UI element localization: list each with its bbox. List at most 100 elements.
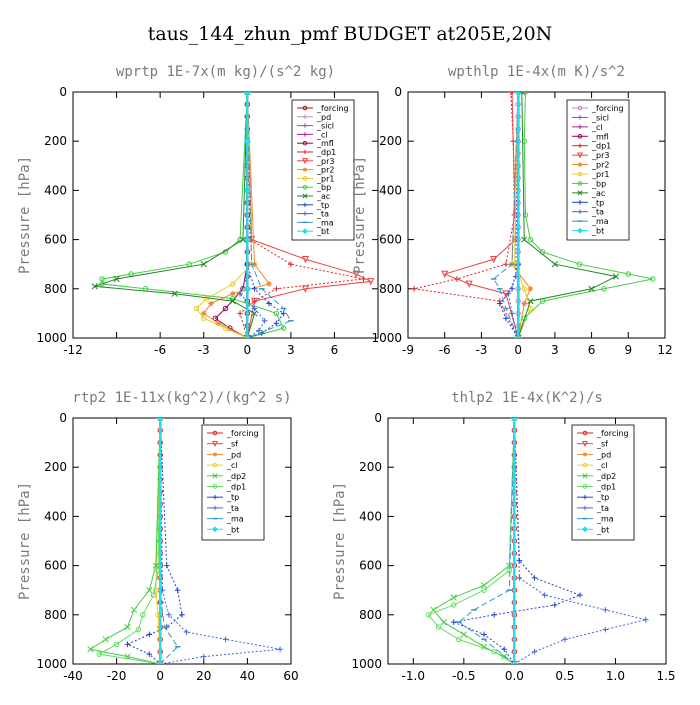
panel-title: rtp2 1E-11x(kg^2)/(kg^2 s)	[72, 390, 291, 406]
data-point	[460, 631, 467, 638]
data-point	[425, 612, 432, 618]
legend-label: _dp1	[596, 483, 616, 492]
panel-title: thlp2 1E-4x(K^2)/s	[451, 390, 603, 406]
data-point	[243, 137, 251, 145]
data-point	[510, 418, 518, 422]
data-point	[352, 270, 360, 278]
series-line	[203, 92, 270, 338]
y-tick-label: 1000	[36, 657, 67, 671]
legend-label: _forcing	[596, 429, 629, 438]
data-point	[179, 612, 185, 618]
legend-label: _tp	[316, 201, 329, 210]
legend-label: _cl	[596, 461, 608, 470]
data-point	[625, 271, 632, 277]
series-line	[457, 418, 515, 664]
legend-marker	[577, 181, 583, 186]
legend-label: _ac	[316, 192, 330, 201]
data-point	[266, 300, 272, 307]
y-tick-label: 400	[44, 509, 67, 523]
data-point	[91, 283, 98, 290]
legend-label: _pd	[316, 113, 331, 122]
data-point	[491, 612, 497, 618]
panel-title: wprtp 1E-7x(m kg)/(s^2 kg)	[116, 64, 335, 80]
y-tick-label: 800	[44, 282, 67, 296]
legend-label: _forcing	[316, 104, 349, 113]
y-tick-label: 0	[374, 411, 382, 425]
series-line	[493, 92, 519, 338]
series-line	[443, 92, 519, 338]
data-point	[527, 297, 534, 305]
data-point	[514, 334, 522, 338]
legend: _forcing _sf_pd _cl _dp2 _dp1_tp _ta _ma_bt	[571, 424, 635, 541]
data-point	[518, 92, 525, 96]
legend-label: _sicl	[591, 113, 609, 122]
x-tick-label: -6	[154, 343, 166, 357]
data-point	[244, 334, 251, 338]
legend-label: _bp	[591, 179, 606, 188]
data-point	[243, 92, 251, 96]
axes-frame	[72, 91, 379, 339]
data-point	[481, 631, 487, 638]
legend-marker	[577, 209, 583, 214]
data-point	[514, 92, 522, 96]
data-point	[450, 602, 457, 608]
legend: _forcing _sf_pd _cl _dp2 _dp1_tp _ta _ma_bt	[201, 424, 265, 541]
legend-marker	[211, 441, 219, 448]
x-tick-label: 1.5	[656, 669, 675, 683]
axes-frame	[72, 417, 292, 665]
legend-marker	[302, 228, 308, 235]
data-point	[503, 315, 509, 322]
data-point	[514, 334, 522, 338]
data-point	[522, 212, 529, 218]
x-tick-label: -12	[63, 343, 83, 357]
legend-marker	[302, 149, 308, 155]
series-line	[517, 92, 653, 338]
legend-marker	[577, 105, 583, 111]
series-line	[97, 418, 161, 664]
data-point	[522, 92, 529, 95]
legend-label: _forcing	[591, 104, 624, 113]
data-point	[465, 280, 473, 288]
series-line	[126, 418, 183, 664]
series-line	[499, 92, 519, 338]
data-point	[541, 592, 548, 598]
x-tick-label: 6	[331, 343, 339, 357]
panels: wprtp 1E-7x(m kg)/(s^2 kg) Pressure [hPa]…	[17, 64, 676, 683]
x-tick-label: 6	[588, 343, 596, 357]
data-point	[496, 300, 503, 307]
data-point	[243, 285, 251, 293]
legend-label: _cl	[316, 130, 328, 139]
legend-label: _ta	[226, 504, 239, 513]
legend-label: _pr1	[316, 174, 334, 183]
legend-label: _pr3	[591, 151, 609, 160]
data-point	[229, 290, 236, 297]
legend-marker	[301, 158, 309, 165]
x-tick-label: 9	[624, 343, 632, 357]
legend-label: _dp1	[591, 142, 611, 151]
legend-marker	[212, 526, 218, 533]
y-axis-label: Pressure [hPa]	[17, 156, 33, 274]
data-point	[261, 317, 268, 324]
series-group	[91, 92, 375, 338]
legend-label: _ma	[226, 515, 244, 524]
legend-marker	[302, 167, 308, 172]
legend-label: _pr2	[316, 166, 334, 175]
x-tick-label: 3	[551, 343, 559, 357]
legend-label: _tp	[596, 493, 609, 502]
data-point	[237, 290, 243, 297]
legend-label: _ma	[316, 218, 334, 227]
data-point	[174, 587, 181, 593]
data-point	[509, 286, 515, 292]
legend-marker	[302, 193, 308, 199]
data-point	[450, 619, 457, 625]
x-tick-label: -3	[475, 343, 487, 357]
data-point	[491, 648, 497, 655]
y-tick-label: 1000	[351, 657, 382, 671]
legend-marker	[582, 495, 588, 500]
legend-marker	[212, 452, 218, 457]
data-point	[642, 616, 649, 623]
axes-frame	[387, 417, 667, 665]
series-group	[425, 418, 649, 664]
legend: _forcing_sicl_cl_mfl_dp1_pr3_pr2_pr1_bp_…	[566, 99, 630, 241]
